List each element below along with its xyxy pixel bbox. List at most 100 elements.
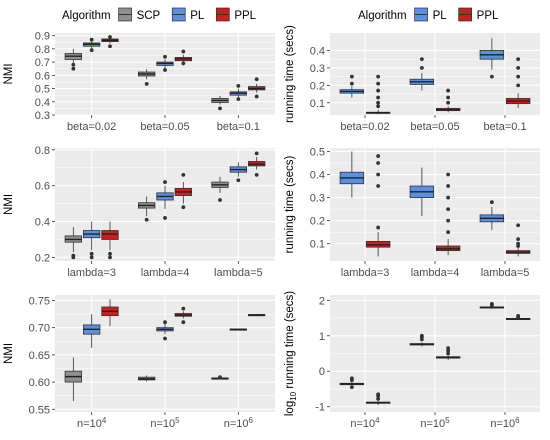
outlier-point (89, 37, 94, 42)
outlier-point (163, 54, 167, 59)
x-tick-label-lambda-3: lambda=3 (67, 267, 116, 279)
panel-6: -1 0 1 2 log10 running time (secs) n=104 n=105… (284, 291, 540, 430)
legend-label-pl: PL (190, 10, 205, 22)
legend-right: Algorithm PL PPL (358, 7, 499, 22)
outlier-point (349, 81, 354, 86)
y-tick-label: 0.55 (29, 404, 50, 416)
outlier-point (446, 207, 451, 212)
outlier-point (89, 251, 94, 256)
outlier-point (163, 216, 167, 220)
outlier-point (516, 57, 521, 62)
y-axis-label: log10 running time (secs) (284, 291, 298, 416)
box-pl-lambda-4 (156, 180, 174, 220)
box-pl-beta-0-05 (409, 57, 435, 91)
box-ppl-beta-0-02 (365, 74, 391, 115)
y-tick-label: -1 (315, 402, 325, 414)
outlier-point (108, 251, 112, 256)
legend-key-scp (118, 7, 132, 22)
outlier-point (89, 48, 94, 53)
box-pl-lambda-5 (479, 200, 505, 230)
legend-label-ppl: PPL (477, 10, 499, 22)
box-pl-n-10-6 (229, 328, 247, 331)
outlier-point (349, 385, 354, 390)
box-ppl-lambda-4 (174, 173, 192, 210)
outlier-point (181, 205, 186, 210)
panel-4: 0.1 0.2 0.3 0.4 0.5 running time (secs) lambda… (284, 146, 540, 279)
x-tick-label-beta-0-05: beta=0.05 (140, 121, 189, 133)
y-tick-label: 0.5 (310, 146, 325, 158)
outlier-point (181, 49, 186, 54)
outlier-point (376, 225, 381, 230)
x-tick-label-lambda-4: lambda=4 (411, 267, 460, 279)
outlier-point (376, 74, 381, 79)
y-tick-label: 0.5 (35, 84, 50, 96)
outlier-point (446, 230, 451, 235)
box-ppl-beta-0-05 (174, 49, 192, 66)
outlier-point (144, 217, 149, 222)
outlier-point (376, 154, 381, 158)
y-tick-label: 0.3 (35, 110, 50, 122)
y-tick-label: 0.8 (35, 145, 50, 157)
box-scp-lambda-4 (138, 196, 156, 222)
outlier-point (376, 392, 381, 397)
outlier-point (516, 83, 521, 88)
x-tick-label-lambda-5: lambda=5 (481, 267, 530, 279)
box-pl-n-10-4 (83, 314, 101, 348)
legend-key-pl (171, 7, 186, 22)
box-pl-lambda-3 (83, 221, 101, 260)
y-tick-label: 0.4 (35, 97, 50, 109)
outlier-point (516, 223, 521, 228)
box-pl-beta-0-05 (156, 54, 174, 72)
box-pl-beta-0-02 (339, 74, 365, 98)
outlier-point (254, 173, 259, 177)
y-tick-label: 0.2 (35, 252, 50, 264)
outlier-point (218, 106, 222, 111)
outlier-point (376, 81, 381, 86)
y-tick-label: 0.2 (310, 80, 325, 92)
x-tick-label-beta-0-1: beta=0.1 (483, 121, 526, 133)
outlier-point (218, 198, 222, 202)
outlier-point (489, 74, 494, 79)
box-pl-n-10-5 (409, 333, 435, 347)
outlier-point (376, 95, 381, 100)
x-tick-label-n-10-5: n=105 (420, 416, 450, 430)
outlier-point (516, 65, 521, 70)
box-ppl-lambda-3 (365, 154, 391, 257)
box-body (101, 230, 119, 240)
y-axis-label: running time (secs) (284, 25, 296, 123)
box-ppl-beta-0-1 (505, 57, 531, 109)
outlier-point (419, 333, 424, 338)
outlier-point (254, 94, 259, 99)
outlier-point (181, 173, 186, 177)
box-ppl-lambda-4 (435, 172, 461, 256)
box-pl-n-10-6 (479, 301, 505, 309)
outlier-point (419, 65, 424, 70)
box-scp-lambda-5 (211, 176, 229, 202)
outlier-point (376, 396, 381, 401)
outlier-point (163, 320, 167, 325)
box-ppl-beta-0-1 (248, 77, 266, 99)
outlier-point (516, 314, 521, 318)
box-pl-n-10-4 (339, 376, 365, 390)
legend-key-pl (414, 7, 428, 22)
outlier-point (376, 104, 381, 109)
legend-left: Algorithm SCP PL PPL (62, 7, 257, 22)
x-tick-label-beta-0-02: beta=0.02 (340, 121, 389, 133)
y-tick-label: 0.8 (35, 44, 50, 56)
x-tick-label-n-10-5: n=105 (150, 416, 180, 430)
outlier-point (419, 57, 424, 62)
outlier-point (108, 255, 112, 260)
x-tick-label-beta-0-1: beta=0.1 (217, 121, 260, 133)
outlier-point (71, 66, 76, 71)
legend-label-pl: PL (433, 10, 448, 22)
box-scp-beta-0-1 (211, 95, 229, 111)
outlier-point (108, 44, 112, 49)
y-tick-label: 0.4 (35, 217, 50, 229)
box-ppl-beta-0-05 (435, 88, 461, 113)
x-tick-label-n-10-6: n=106 (224, 416, 254, 430)
legend-label-ppl: PPL (234, 10, 256, 22)
y-tick-label: 0.9 (35, 31, 50, 43)
outlier-point (163, 180, 167, 184)
y-tick-label: 0.75 (29, 295, 50, 307)
x-tick-label-beta-0-05: beta=0.05 (410, 121, 459, 133)
